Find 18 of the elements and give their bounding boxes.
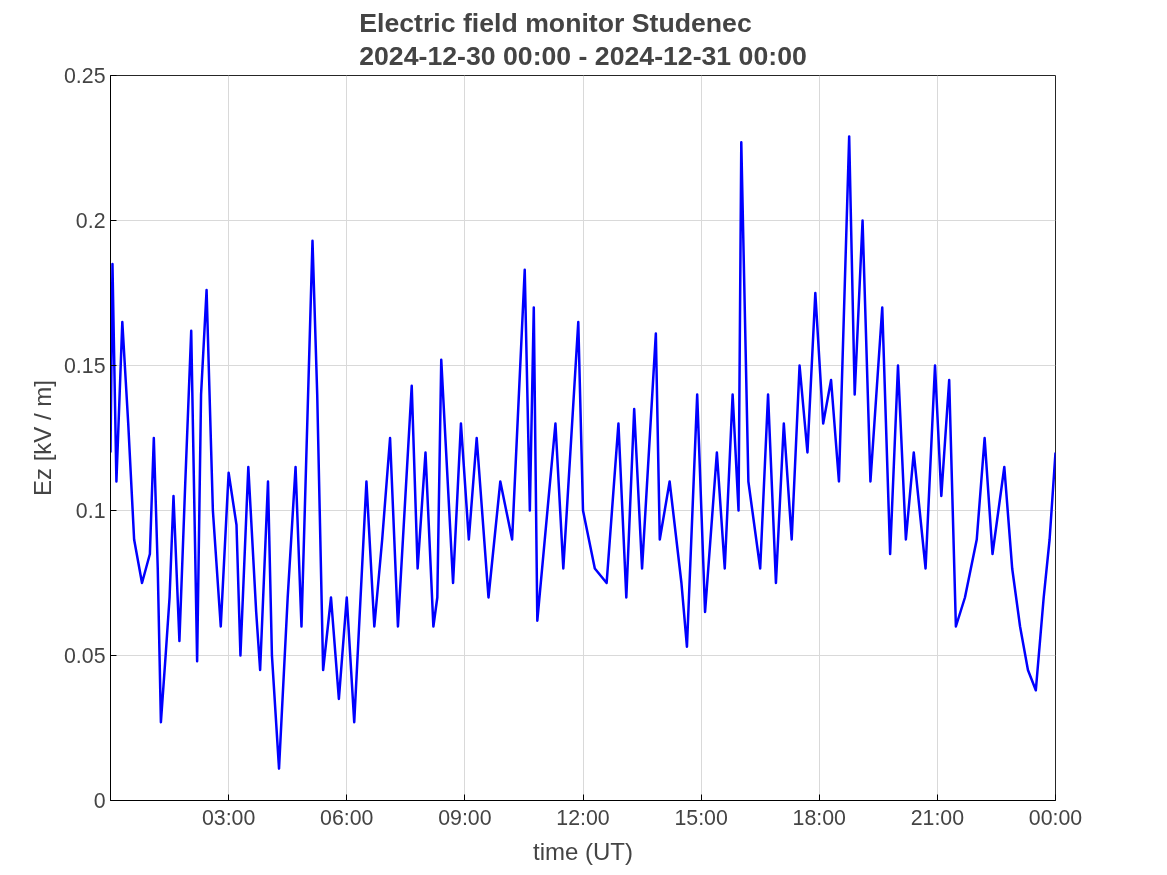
- y-tick-label: 0.15: [63, 354, 106, 378]
- line-series: [110, 135, 1056, 770]
- x-tick-label: 12:00: [556, 805, 610, 830]
- x-tick-label: 03:00: [201, 805, 256, 830]
- y-tick-label: 0: [93, 789, 106, 813]
- x-axis-title: time (UT): [533, 837, 633, 865]
- y-tick-label: 0.1: [75, 499, 106, 523]
- y-tick-label: 0.25: [63, 64, 106, 88]
- y-axis-title: Ez [kV / m]: [28, 379, 56, 497]
- x-tick-label: 06:00: [320, 805, 374, 830]
- x-tick-label: 00:00: [1028, 805, 1083, 830]
- x-tick-label: 18:00: [792, 805, 847, 830]
- x-tick-label: 09:00: [438, 805, 492, 830]
- y-tick-label: 0.05: [63, 644, 106, 668]
- chart-title: Electric field monitor Studenec 2024-12-30 00:00 - 2024-12-31 00:00: [359, 7, 807, 71]
- y-tick-label: 0.2: [75, 209, 106, 233]
- x-tick-label: 15:00: [674, 805, 728, 830]
- x-tick-label: 21:00: [910, 805, 965, 830]
